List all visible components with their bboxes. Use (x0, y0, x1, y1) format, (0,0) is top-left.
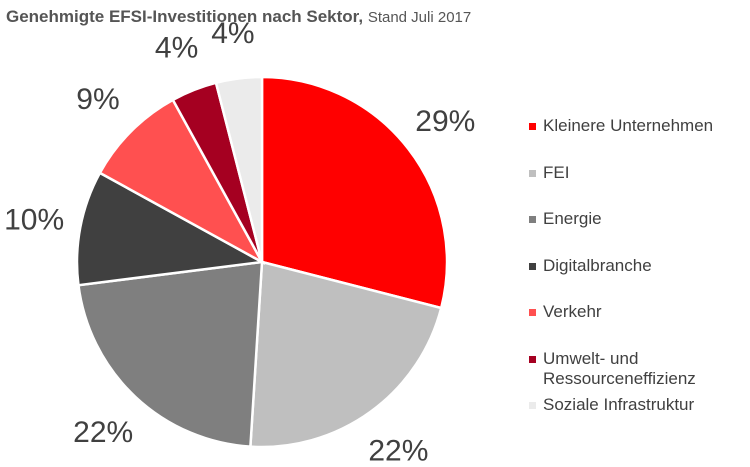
legend-label: Soziale Infrastruktur (543, 394, 695, 414)
legend-item: Energie (527, 209, 723, 256)
data-label: 4% (211, 17, 254, 50)
legend-swatch (529, 216, 536, 223)
chart-title: Genehmigte EFSI-Investitionen nach Sekto… (6, 7, 471, 27)
legend-swatch (529, 309, 536, 316)
legend-item: FEI (527, 163, 723, 210)
legend-label: Kleinere Unternehmen (543, 116, 714, 135)
legend-label: FEI (543, 162, 570, 182)
legend-label: Digitalbranche (543, 255, 652, 275)
legend-label: Umwelt- und Ressourceneffizienz (543, 348, 696, 388)
legend-label: Verkehr (543, 302, 602, 321)
pie-slice-3 (75, 171, 266, 287)
data-label: 4% (155, 31, 198, 64)
legend-swatch (529, 401, 536, 409)
title-text: Genehmigte EFSI-Investitionen nach Sekto… (6, 7, 364, 26)
data-label: 9% (76, 83, 119, 116)
legend-item: Soziale Infrastruktur (527, 395, 723, 442)
legend: Kleinere Unternehmen FEI Energie Digitalbra… (527, 116, 723, 441)
legend-swatch (529, 262, 536, 270)
legend-swatch (529, 169, 536, 177)
legend-item: Verkehr (527, 302, 723, 349)
data-label: 10% (4, 204, 64, 237)
pie-slice-4 (98, 98, 266, 266)
pie-slice-2 (77, 260, 264, 448)
pie-slice-6 (214, 75, 264, 263)
data-label: 29% (415, 105, 475, 138)
legend-item: Kleinere Unternehmen (527, 116, 723, 163)
legend-swatch (529, 123, 536, 130)
chart-subtitle: Stand Juli 2017 (367, 9, 472, 26)
data-label: 22% (368, 435, 428, 467)
data-label: 22% (73, 416, 133, 449)
legend-item: Umwelt- und Ressourceneffizienz (527, 349, 723, 395)
legend-swatch (529, 355, 536, 363)
pie-slice-0 (260, 75, 449, 310)
pie-slice-1 (249, 260, 443, 449)
legend-item: Digitalbranche (527, 256, 723, 303)
legend-label: Energie (543, 209, 602, 228)
